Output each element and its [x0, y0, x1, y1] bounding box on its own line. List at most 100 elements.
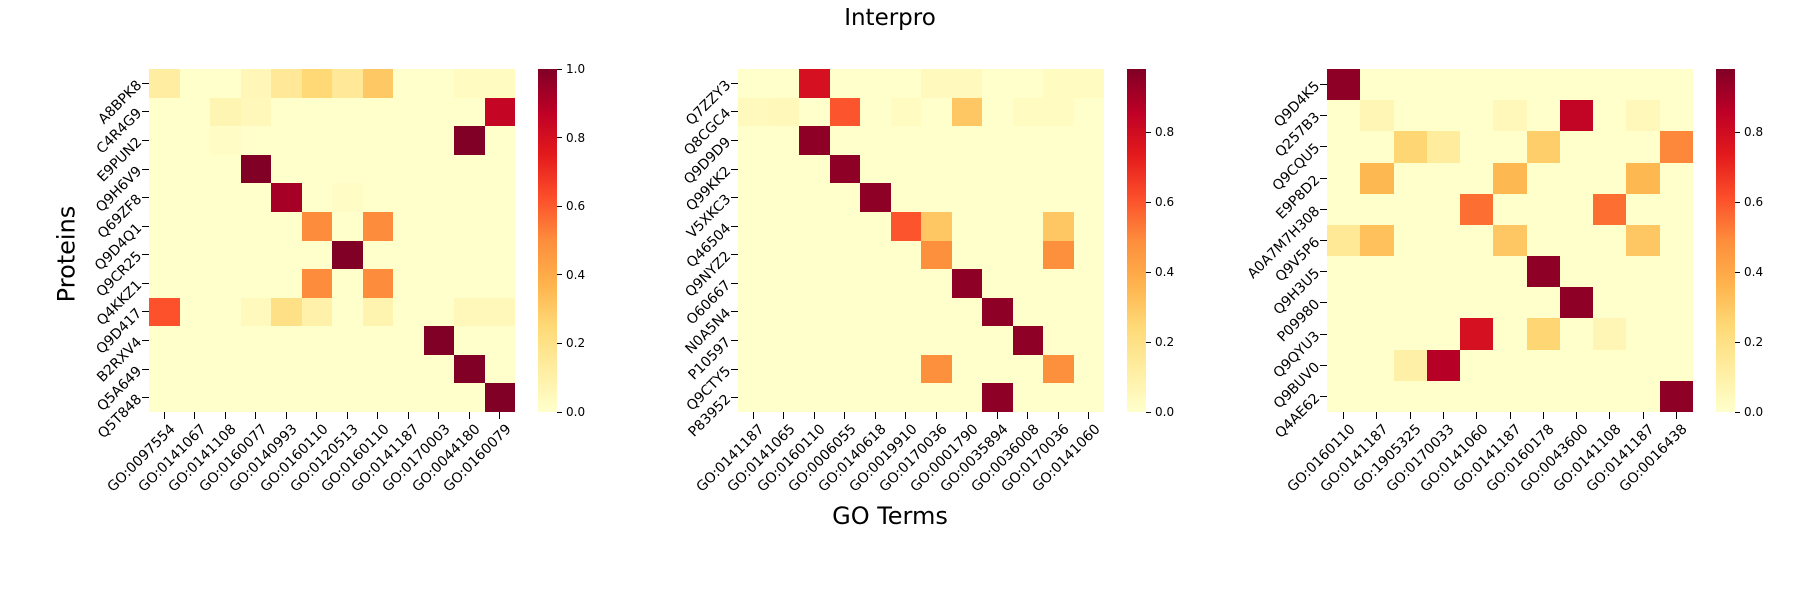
heatmap-cell: [1560, 381, 1593, 412]
heatmap-cell: [332, 183, 363, 212]
heatmap-cell: [860, 126, 891, 155]
heatmap-cell: [332, 326, 363, 355]
heatmap-cell: [149, 126, 180, 155]
heatmap-cell: [1626, 256, 1660, 287]
heatmap-cell: [1660, 256, 1693, 287]
y-tick-mark: [731, 139, 738, 141]
colorbar-tick-label: 0.8: [1155, 125, 1175, 139]
heatmap-cell: [302, 183, 332, 212]
heatmap-cell: [738, 155, 769, 183]
heatmap-cell: [1460, 225, 1493, 256]
heatmap-cell: [952, 241, 982, 269]
heatmap-cell: [485, 69, 515, 98]
heatmap-cell: [302, 155, 332, 183]
heatmap-cell: [454, 98, 485, 126]
heatmap-cell: [1043, 269, 1074, 298]
heatmap-cell: [1460, 69, 1493, 100]
heatmap-cell: [1394, 225, 1427, 256]
x-tick-mark: [499, 412, 501, 419]
heatmap-cell: [1626, 381, 1660, 412]
heatmap-cell: [210, 355, 241, 383]
heatmap-cell: [271, 241, 302, 269]
heatmap-cell: [860, 383, 891, 412]
colorbar-tick-mark: [557, 68, 562, 70]
heatmap-cell: [271, 69, 302, 98]
heatmap-cell: [1360, 256, 1394, 287]
heatmap-cell: [363, 212, 393, 241]
heatmap-cell: [393, 269, 424, 298]
heatmap-cell: [332, 69, 363, 98]
heatmap-cell: [1493, 287, 1527, 318]
heatmap-cell: [1593, 163, 1626, 194]
y-tick-mark: [731, 368, 738, 370]
heatmap-cell: [424, 269, 454, 298]
heatmap-cell: [1074, 212, 1104, 241]
heatmap-cell: [454, 269, 485, 298]
heatmap-cell: [1626, 225, 1660, 256]
heatmap-cell: [830, 326, 860, 355]
heatmap-cell: [1327, 318, 1360, 350]
heatmap-cell: [454, 69, 485, 98]
y-tick-mark: [731, 282, 738, 284]
heatmap-cell: [1593, 350, 1626, 381]
heatmap-cell: [1660, 287, 1693, 318]
heatmap-cell: [1394, 256, 1427, 287]
heatmap-cell: [738, 212, 769, 241]
y-tick-mark: [142, 225, 149, 227]
heatmap-cell: [952, 155, 982, 183]
heatmap-cell: [363, 98, 393, 126]
heatmap-cell: [485, 383, 515, 412]
heatmap-cell: [1013, 155, 1043, 183]
heatmap-cell: [1074, 355, 1104, 383]
heatmap-cell: [1327, 194, 1360, 225]
heatmap-cell: [1360, 194, 1394, 225]
heatmap-cell: [332, 155, 363, 183]
heatmap-cell: [799, 326, 830, 355]
heatmap-cell: [454, 212, 485, 241]
heatmap-cell: [363, 69, 393, 98]
heatmap-cell: [1394, 350, 1427, 381]
x-tick-mark: [224, 412, 226, 419]
heatmap-cell: [830, 241, 860, 269]
heatmap-cell: [952, 326, 982, 355]
heatmap-cell: [1360, 350, 1394, 381]
heatmap-cell: [1593, 225, 1626, 256]
heatmap-cell: [302, 383, 332, 412]
colorbar-tick-mark: [557, 137, 562, 139]
heatmap-cell: [1560, 318, 1593, 350]
heatmap-cell: [149, 98, 180, 126]
heatmap-cell: [1013, 326, 1043, 355]
heatmap-cell: [1043, 326, 1074, 355]
heatmap-cell: [210, 69, 241, 98]
heatmap-cell: [454, 183, 485, 212]
colorbar-tick-mark: [557, 342, 562, 344]
heatmap-cell: [830, 183, 860, 212]
x-tick-mark: [905, 412, 907, 419]
heatmap-cell: [982, 355, 1013, 383]
x-tick-mark: [255, 412, 257, 419]
heatmap-cell: [1460, 350, 1493, 381]
heatmap-cell: [1560, 194, 1593, 225]
y-tick-mark: [142, 197, 149, 199]
heatmap-cell: [271, 269, 302, 298]
heatmap-cell: [1013, 212, 1043, 241]
heatmap-cell: [393, 98, 424, 126]
x-tick-mark: [468, 412, 470, 419]
heatmap-cell: [1360, 163, 1394, 194]
heatmap-cell: [1593, 131, 1626, 163]
heatmap-cell: [241, 298, 271, 326]
heatmap-cell: [210, 183, 241, 212]
heatmap-cell: [1460, 131, 1493, 163]
heatmap-cell: [1427, 350, 1460, 381]
heatmap-cell: [485, 326, 515, 355]
heatmap-cell: [1493, 69, 1527, 100]
x-tick-mark: [1027, 412, 1029, 419]
heatmap-cell: [1074, 326, 1104, 355]
heatmap-cell: [1560, 100, 1593, 131]
heatmap-cell: [1394, 287, 1427, 318]
heatmap-cell: [1493, 256, 1527, 287]
heatmap-cell: [799, 355, 830, 383]
heatmap-cell: [982, 183, 1013, 212]
heatmap-cell: [180, 298, 210, 326]
